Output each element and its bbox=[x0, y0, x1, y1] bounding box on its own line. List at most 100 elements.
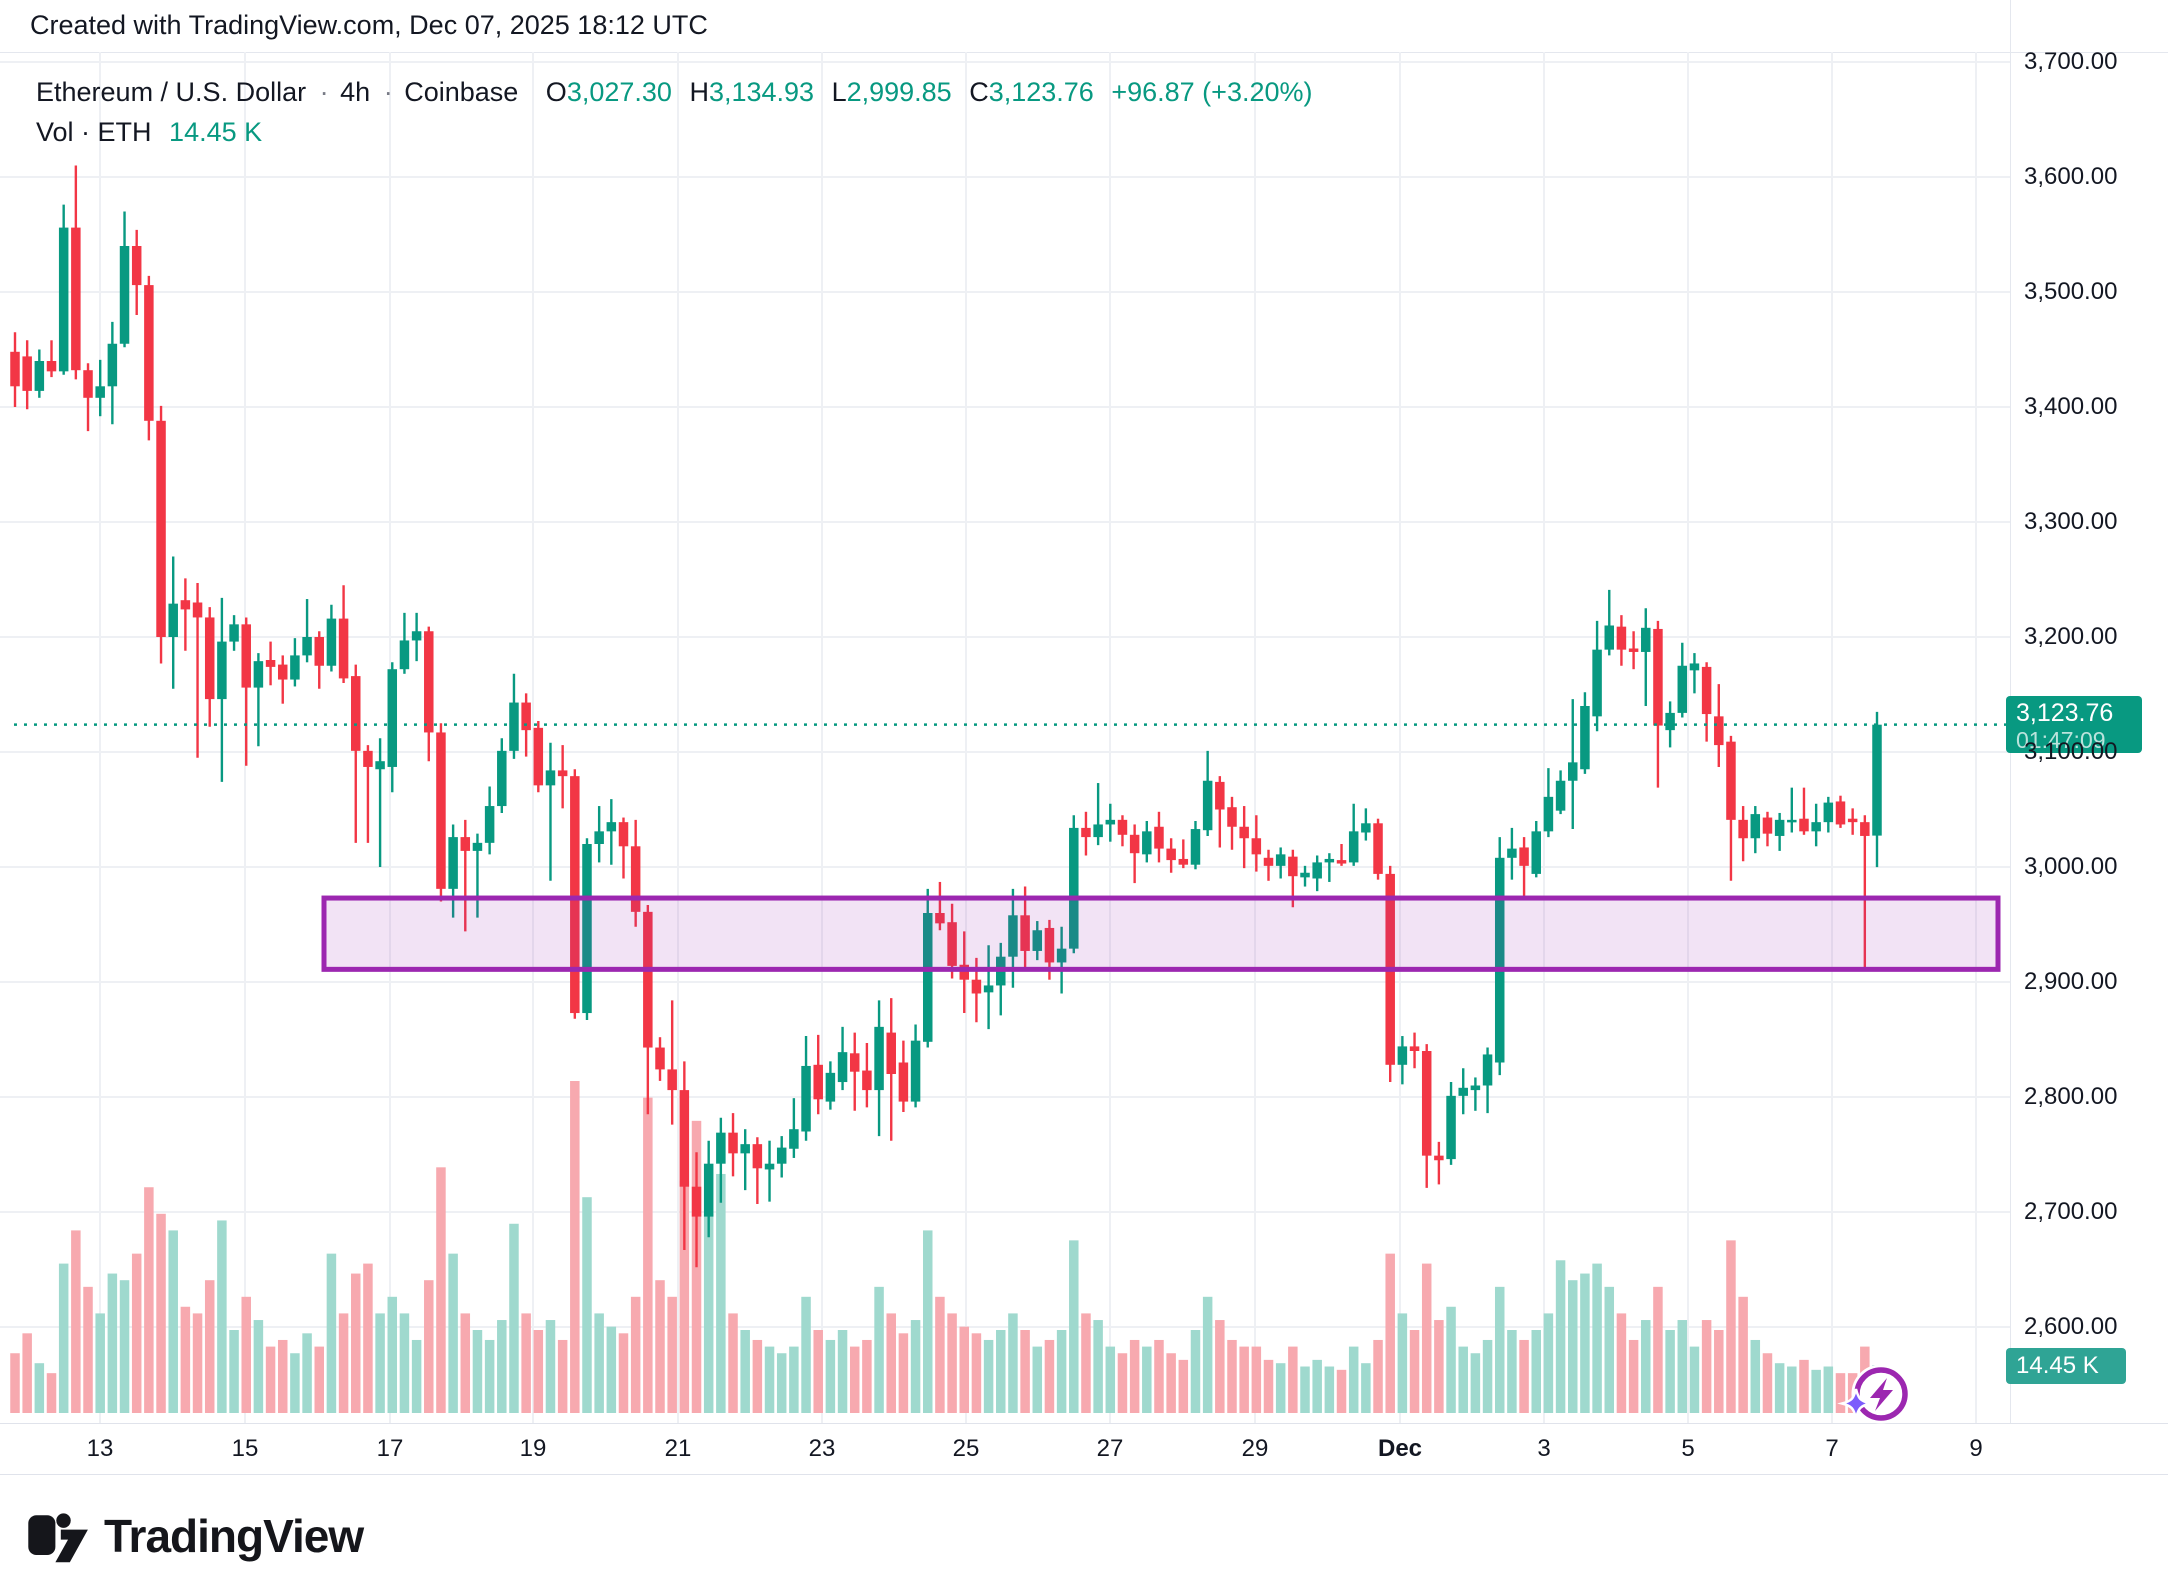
candle-body bbox=[1336, 860, 1347, 864]
volume-bar bbox=[1653, 1286, 1663, 1413]
candle-body bbox=[1482, 1054, 1493, 1086]
candle-body bbox=[606, 822, 617, 832]
candle-body bbox=[1847, 818, 1858, 823]
volume-bar bbox=[1336, 1369, 1347, 1413]
volume-bar bbox=[1750, 1339, 1761, 1413]
price-axis-label: 3,600.00 bbox=[2024, 163, 2118, 190]
candle-body bbox=[156, 420, 166, 637]
volume-bar bbox=[1154, 1339, 1164, 1413]
volume-bar bbox=[119, 1280, 130, 1413]
price-axis-label: 3,500.00 bbox=[2024, 278, 2118, 305]
candle-body bbox=[764, 1163, 775, 1170]
candle-body bbox=[545, 770, 556, 786]
volume-bar bbox=[801, 1296, 811, 1413]
candle-body bbox=[1641, 627, 1651, 652]
candle-body bbox=[1714, 716, 1724, 746]
volume-bar bbox=[484, 1339, 495, 1413]
interval-label: 4h bbox=[340, 77, 371, 107]
candle-body bbox=[1215, 781, 1225, 810]
volume-bar bbox=[813, 1330, 823, 1413]
legend-separator: · bbox=[383, 77, 393, 107]
volume-bar bbox=[156, 1213, 166, 1413]
volume-bar bbox=[1726, 1240, 1736, 1413]
candle-body bbox=[1166, 848, 1176, 861]
candle-body bbox=[1494, 857, 1505, 1063]
candle-body bbox=[1507, 848, 1517, 858]
volume-bar bbox=[1227, 1339, 1237, 1413]
candle-body bbox=[1543, 796, 1554, 832]
volume-bar bbox=[436, 1167, 446, 1413]
candlestick-chart-canvas[interactable] bbox=[0, 0, 2010, 1473]
candle-body bbox=[484, 806, 495, 843]
legend-separator: · bbox=[319, 77, 329, 107]
candle-body bbox=[326, 618, 337, 666]
time-axis-label-23: 23 bbox=[808, 1435, 836, 1462]
volume-bar bbox=[1385, 1253, 1395, 1413]
exchange-label: Coinbase bbox=[404, 77, 519, 107]
volume-bar bbox=[1421, 1263, 1432, 1413]
candle-body bbox=[46, 361, 57, 372]
volume-bar bbox=[716, 1173, 726, 1413]
price-axis-label: 2,800.00 bbox=[2024, 1083, 2118, 1110]
volume-bar bbox=[1275, 1363, 1286, 1413]
last-price-badge: 3,123.76 01:47:09 bbox=[2006, 695, 2142, 753]
candle-body bbox=[1348, 831, 1359, 863]
time-axis[interactable]: 13 15 17 19 21 23 25 27 29 Dec 3 5 7 9 bbox=[0, 1423, 2168, 1475]
volume-bar bbox=[497, 1320, 507, 1413]
volume-bar bbox=[849, 1346, 860, 1413]
volume-bar bbox=[996, 1330, 1006, 1413]
price-axis-label: 2,900.00 bbox=[2024, 968, 2118, 995]
legend-volume-row: Vol · ETH 14.45 K bbox=[36, 112, 1313, 152]
candle-body bbox=[1446, 1095, 1456, 1160]
candle-body bbox=[1105, 819, 1116, 825]
time-axis-label-29: 29 bbox=[1241, 1435, 1269, 1462]
candle-body bbox=[1811, 822, 1821, 832]
volume-bar bbox=[34, 1363, 45, 1413]
candle-body bbox=[144, 285, 154, 421]
candle-body bbox=[1750, 814, 1761, 839]
volume-bar bbox=[1361, 1363, 1371, 1413]
support-zone-rectangle[interactable] bbox=[321, 895, 2001, 972]
candle-body bbox=[1032, 930, 1043, 951]
candle-body bbox=[1190, 829, 1201, 865]
volume-bar bbox=[1056, 1330, 1067, 1413]
volume-bar bbox=[1665, 1330, 1675, 1413]
volume-bar bbox=[959, 1326, 970, 1413]
volume-bar bbox=[935, 1296, 945, 1413]
candle-body bbox=[1093, 824, 1103, 838]
volume-bar bbox=[168, 1230, 178, 1413]
candle-body bbox=[1689, 663, 1700, 671]
tradingview-logo[interactable]: TradingView bbox=[28, 1508, 364, 1564]
candle-body bbox=[1774, 819, 1785, 836]
volume-bar bbox=[1348, 1346, 1359, 1413]
price-axis[interactable]: 3,123.76 01:47:09 14.45 K 3,700.00 3,600.… bbox=[2006, 0, 2168, 1473]
volume-bar bbox=[1641, 1320, 1651, 1413]
candle-body bbox=[655, 1047, 665, 1070]
candle-body bbox=[1677, 665, 1688, 713]
candle-body bbox=[630, 846, 641, 912]
volume-bar bbox=[1494, 1286, 1505, 1413]
volume-bar bbox=[1397, 1313, 1408, 1413]
candle-body bbox=[22, 356, 32, 391]
candle-body bbox=[131, 246, 142, 286]
candle-body bbox=[1044, 927, 1055, 963]
bar-countdown: 01:47:09 bbox=[2016, 726, 2106, 753]
open-value: 3,027.30 bbox=[566, 77, 672, 107]
candle-body bbox=[1860, 822, 1870, 836]
volume-bar bbox=[582, 1197, 592, 1413]
volume-bar bbox=[95, 1313, 105, 1413]
candle-body bbox=[83, 370, 93, 398]
candle-body bbox=[570, 776, 580, 1014]
volume-bar bbox=[363, 1263, 373, 1413]
candle-body bbox=[1628, 648, 1639, 652]
candle-body bbox=[1081, 827, 1091, 838]
price-axis-label: 2,600.00 bbox=[2024, 1313, 2118, 1340]
candle-body bbox=[1823, 802, 1834, 823]
candle-body bbox=[643, 911, 653, 1048]
sparkle-star-icon bbox=[1837, 1388, 1875, 1419]
time-axis-label-19: 19 bbox=[519, 1435, 547, 1462]
boost-lightning-icon[interactable] bbox=[1834, 1349, 1926, 1441]
volume-bar bbox=[314, 1346, 324, 1413]
volume-bar bbox=[922, 1230, 933, 1413]
